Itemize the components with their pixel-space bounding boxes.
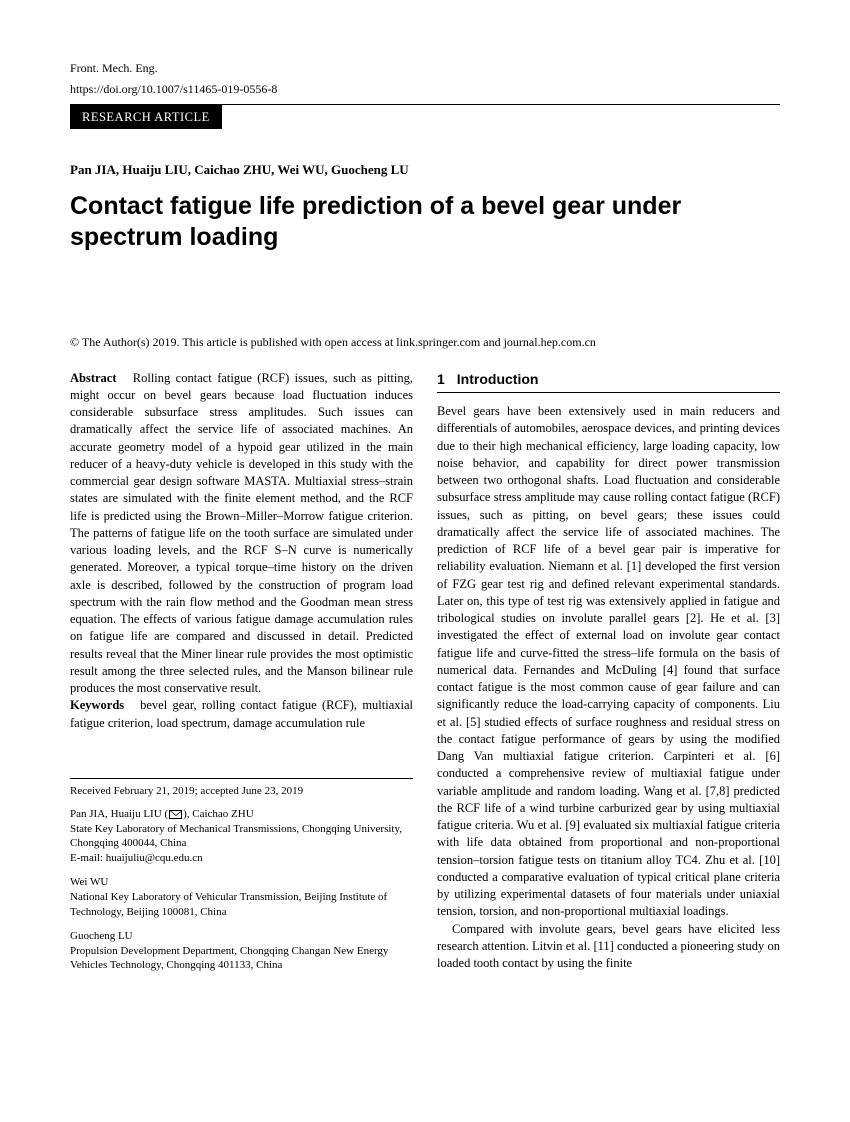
affiliation-1: Pan JIA, Huaiju LIU ( ), Caichao ZHU Stat… [70,807,413,866]
affiliation-3: Guocheng LU Propulsion Development Depar… [70,929,413,974]
left-column: Abstract Rolling contact fatigue (RCF) i… [70,370,413,983]
corresponding-author-icon [169,810,182,819]
affil1-names-before: Pan JIA, Huaiju LIU ( [70,808,168,820]
authors-line: Pan JIA, Huaiju LIU, Caichao ZHU, Wei WU… [70,161,780,179]
doi-link[interactable]: https://doi.org/10.1007/s11465-019-0556-… [70,81,780,98]
section-1-number: 1 [437,371,445,387]
affil1-email: E-mail: huaijuliu@cqu.edu.cn [70,852,203,864]
footnote-separator [70,778,413,779]
section-1-heading: 1 Introduction [437,370,780,393]
copyright-notice: © The Author(s) 2019. This article is pu… [70,334,780,350]
abstract-block: Abstract Rolling contact fatigue (RCF) i… [70,370,413,698]
affiliation-2: Wei WU National Key Laboratory of Vehicu… [70,875,413,920]
footnote-block: Received February 21, 2019; accepted Jun… [70,784,413,973]
two-column-body: Abstract Rolling contact fatigue (RCF) i… [70,370,780,983]
affil2-body: National Key Laboratory of Vehicular Tra… [70,891,387,918]
journal-name: Front. Mech. Eng. [70,60,780,77]
section-1-title: Introduction [457,371,539,387]
received-accepted-dates: Received February 21, 2019; accepted Jun… [70,784,413,799]
abstract-label: Abstract [70,371,117,385]
intro-paragraph-2: Compared with involute gears, bevel gear… [437,921,780,973]
intro-paragraph-1: Bevel gears have been extensively used i… [437,403,780,921]
article-title: Contact fatigue life prediction of a bev… [70,191,780,254]
abstract-text: Rolling contact fatigue (RCF) issues, su… [70,371,413,696]
affil2-names: Wei WU [70,876,108,888]
affil3-names: Guocheng LU [70,930,133,942]
keywords-block: Keywords bevel gear, rolling contact fat… [70,697,413,732]
affil1-names-after: ), Caichao ZHU [183,808,254,820]
affil3-body: Propulsion Development Department, Chong… [70,945,388,972]
article-type-badge: RESEARCH ARTICLE [70,105,222,130]
affil1-body: State Key Laboratory of Mechanical Trans… [70,823,402,850]
right-column: 1 Introduction Bevel gears have been exte… [437,370,780,983]
keywords-label: Keywords [70,698,124,712]
